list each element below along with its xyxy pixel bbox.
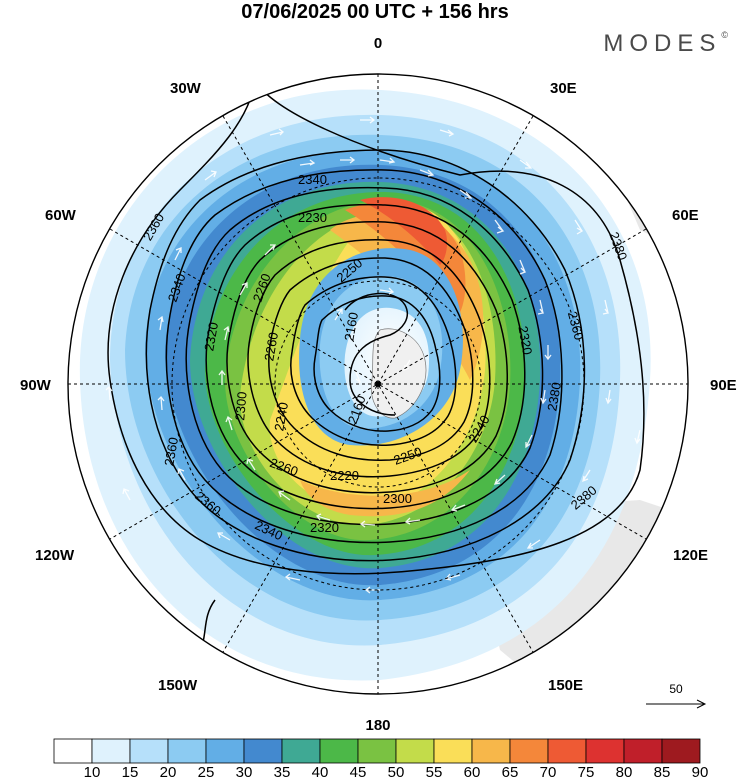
colorbar-tick: 25 [197,764,215,781]
colorbar-swatch [167,738,207,764]
colorbar-swatch [471,738,511,764]
colorbar-swatch [205,738,245,764]
colorbar-swatch [395,738,435,764]
colorbar-swatch [661,738,701,764]
contour-label: 2230 [298,210,327,225]
colorbar-swatch [547,738,587,764]
colorbar [53,738,701,764]
contour-labels: 2340 2230 2360 2340 2260 2250 2320 2260 … [140,172,631,543]
brand-text: MODES [603,30,722,57]
colorbar-swatch [243,738,283,764]
colorbar-tick: 45 [349,764,367,781]
colorbar-tick: 50 [387,764,405,781]
colorbar-swatch [433,738,473,764]
wind-vectors [105,116,641,594]
lon-label-90e: 90E [710,377,737,394]
colorbar-tick: 60 [463,764,481,781]
colorbar-tick: 80 [615,764,633,781]
lon-label-60w: 60W [45,207,77,224]
contour-label: 2360 [161,436,181,467]
polar-map: 0 180 90W 90E 30W 60W 30E 60E 120W 150W … [20,35,737,734]
contour-label: 2300 [232,391,249,421]
contour-label: 2240 [271,401,291,432]
reference-arrow [646,699,707,709]
colorbar-swatch [53,738,93,764]
copyright-mark: © [721,30,728,40]
colorbar-tick: 30 [235,764,253,781]
contour-label: 2380 [544,381,564,412]
map-title: 07/06/2025 00 UTC + 156 hrs [241,1,509,23]
colorbar-swatch [585,738,625,764]
contour-label: 2320 [310,520,339,535]
lon-label-60e: 60E [672,207,699,224]
band-75 [360,197,448,265]
colorbar-swatch [129,738,169,764]
contour-label: 2320 [515,325,535,356]
colorbar-tick: 35 [273,764,291,781]
pole-marker [375,381,381,387]
colorbar-tick: 20 [159,764,177,781]
map-boundary [67,73,689,695]
lon-label-120w: 120W [35,547,75,564]
antarctic-coast [370,328,427,419]
colorbar-swatch [509,738,549,764]
colorbar-tick-labels: 10 15 20 25 30 35 40 45 50 55 60 65 70 75 80 85 90 [53,764,713,782]
contour-label: 2320 [201,321,221,352]
contour-label: 2340 [298,172,327,187]
lon-label-180: 180 [365,717,390,734]
lon-label-30w: 30W [170,80,202,97]
colorbar-tick: 55 [425,764,443,781]
colorbar-swatch [91,738,131,764]
colorbar-tick: 70 [539,764,557,781]
graticule [68,74,688,694]
lon-label-90w: 90W [20,377,52,394]
colorbar-tick: 90 [691,764,709,781]
lon-label-30e: 30E [550,80,577,97]
colorbar-tick: 15 [121,764,139,781]
contour-label: 2360 [565,310,587,342]
colorbar-tick: 65 [501,764,519,781]
wind-speed-field [68,74,688,694]
contour-label: 2300 [383,491,412,506]
height-contours [107,77,645,661]
colorbar-tick: 40 [311,764,329,781]
contour-label: 2260 [261,331,281,362]
lon-label-150e: 150E [548,677,583,694]
colorbar-swatch [623,738,663,764]
colorbar-tick: 10 [83,764,101,781]
colorbar-swatch [281,738,321,764]
lon-label-120e: 120E [673,547,708,564]
contour-label: 2160 [341,311,361,342]
brand-logo: MODES© [603,30,728,58]
reference-vector: 50 [644,682,714,712]
band-60-south [300,470,470,517]
contour-label: 2220 [330,468,359,483]
reference-vector-value: 50 [669,682,683,696]
colorbar-swatch [319,738,359,764]
colorbar-swatch [357,738,397,764]
colorbar-tick: 75 [577,764,595,781]
lon-label-150w: 150W [158,677,198,694]
colorbar-tick: 85 [653,764,671,781]
lon-label-0: 0 [374,35,382,52]
